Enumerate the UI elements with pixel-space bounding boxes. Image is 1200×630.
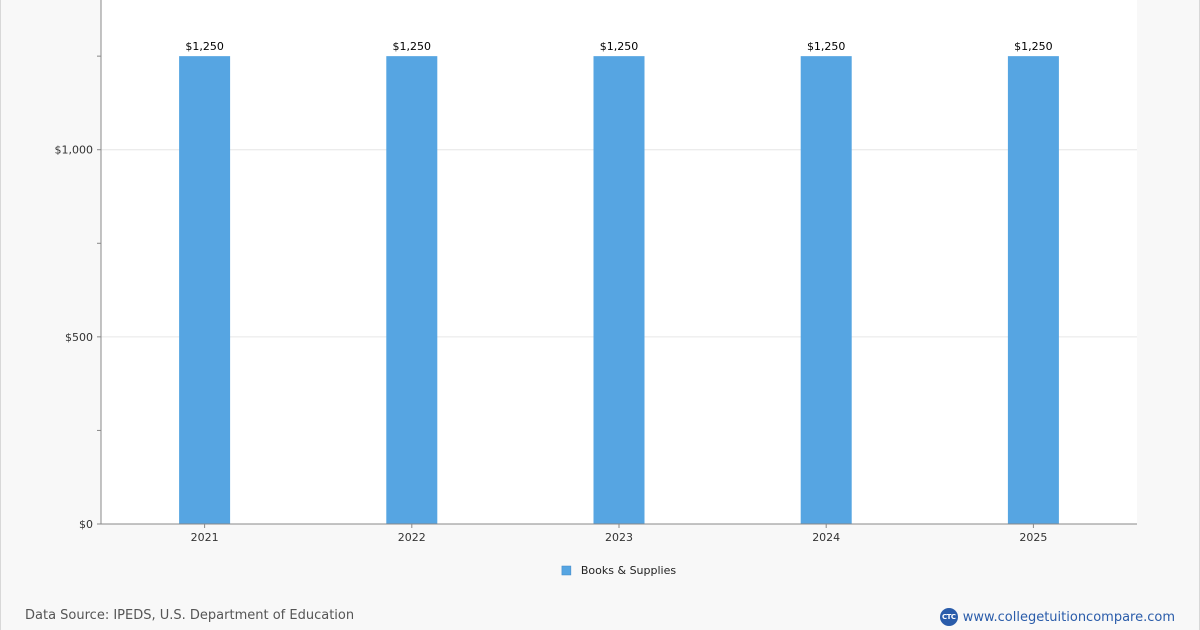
y-tick-label: $0	[79, 518, 93, 531]
bar-2025[interactable]	[1007, 56, 1059, 525]
brand-link[interactable]: CTC www.collegetuitioncompare.com	[939, 608, 1175, 626]
legend-label: Books & Supplies	[581, 564, 676, 577]
y-tick-label: $500	[65, 331, 93, 344]
x-tick-label: 2023	[605, 531, 633, 544]
x-tick-label: 2025	[1019, 531, 1047, 544]
bar-2023[interactable]	[593, 56, 645, 525]
bar-2021[interactable]	[179, 56, 231, 525]
data-source-text: Data Source: IPEDS, U.S. Department of E…	[25, 608, 355, 623]
data-label: $1,250	[807, 40, 846, 53]
bar-chart: $0 $500 $1,000 $1,250 2021 $1,250 2022 $1,250 20…	[55, 0, 1137, 577]
bar-2022[interactable]	[386, 56, 438, 525]
x-tick-label: 2022	[398, 531, 426, 544]
ctc-logo-icon: CTC	[939, 608, 958, 626]
data-label: $1,250	[185, 40, 224, 53]
brand-url[interactable]: www.collegetuitioncompare.com	[962, 609, 1175, 625]
data-label: $1,250	[393, 40, 432, 53]
bar-2024[interactable]	[800, 56, 852, 525]
data-label: $1,250	[600, 40, 639, 53]
legend-swatch	[561, 565, 572, 576]
x-tick-label: 2021	[191, 531, 219, 544]
x-tick-label: 2024	[812, 531, 840, 544]
y-tick-label: $1,000	[55, 144, 94, 157]
data-label: $1,250	[1014, 40, 1053, 53]
